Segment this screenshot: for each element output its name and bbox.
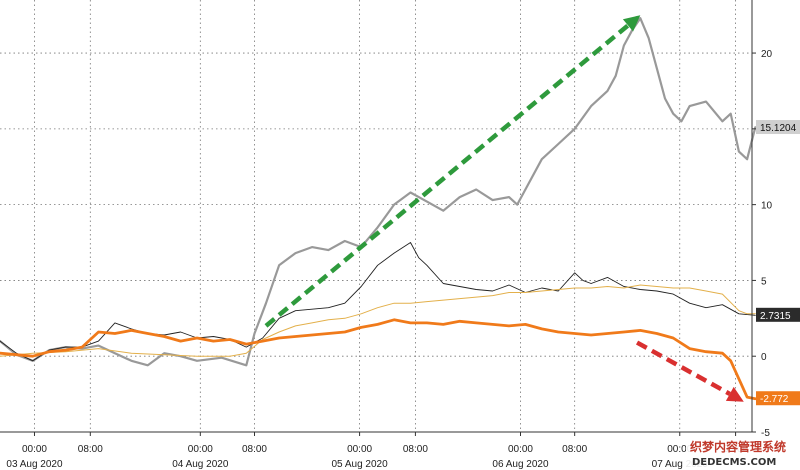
x-date-label: 06 Aug 2020: [492, 459, 549, 470]
x-date-label: 05 Aug 2020: [331, 459, 388, 470]
x-tick-label: 08:00: [403, 444, 428, 455]
axes: [0, 0, 753, 433]
x-tick-label: 00:00: [188, 444, 213, 455]
x-tick-label: 00:00: [508, 444, 533, 455]
last-value-labels: 15.1204 2.7315 -2.772: [756, 120, 800, 406]
value-label: 15.1204: [760, 123, 797, 134]
x-tick-label: 08:00: [562, 444, 587, 455]
y-tick-label: 10: [761, 201, 773, 212]
x-date-label: 07 Aug 2020: [652, 459, 709, 470]
y-tick-label: 20: [761, 49, 773, 60]
series-line-2: [0, 242, 756, 362]
watermark: 织梦内容管理系统 DEDECMS.COM: [686, 437, 800, 470]
value-label-bg: [756, 120, 800, 135]
series-line-3: [0, 284, 756, 357]
arrow-shaft-2: [635, 340, 731, 396]
watermark-line1: 织梦内容管理系统: [690, 439, 786, 454]
annotation-arrows: [264, 15, 744, 402]
arrow-head-2: [725, 386, 744, 402]
x-tick-label: 00:00: [667, 444, 692, 455]
value-label-bg: [756, 307, 800, 322]
watermark-bg: [686, 437, 800, 470]
value-label: -2.772: [760, 394, 789, 405]
series-layer: [0, 17, 757, 401]
arrow-shaft-1: [264, 23, 630, 328]
x-tick-label: 08:00: [78, 444, 103, 455]
x-date-label: 04 Aug 2020: [172, 459, 229, 470]
y-tick-label: 0: [761, 352, 767, 363]
x-tick-label: 00:00: [22, 444, 47, 455]
y-tick-label: 5: [761, 276, 767, 287]
series-line-1: [0, 17, 757, 367]
watermark-line2: DEDECMS.COM: [692, 457, 776, 468]
x-tick-label: 00:00: [347, 444, 372, 455]
x-date-label: 03 Aug 2020: [6, 459, 63, 470]
arrow-head-1: [622, 15, 641, 32]
x-tick-label: 08:00: [242, 444, 267, 455]
value-label-bg: [756, 391, 800, 406]
series-line-4: [0, 318, 757, 401]
y-tick-label: -5: [761, 428, 770, 439]
value-label: 2.7315: [760, 311, 791, 322]
